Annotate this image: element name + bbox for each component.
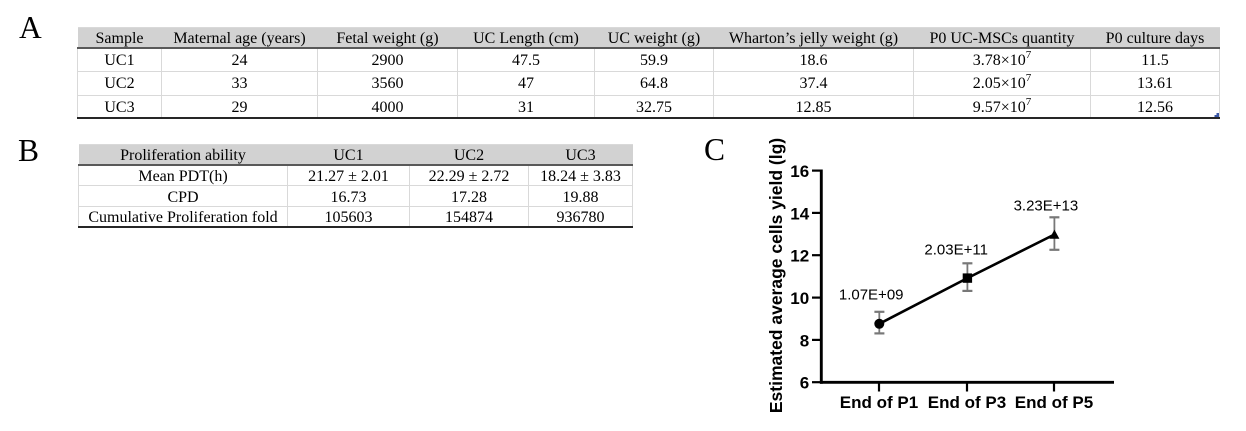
- svg-text:2.03E+11: 2.03E+11: [924, 241, 988, 258]
- svg-text:3.23E+13: 3.23E+13: [1014, 197, 1079, 214]
- svg-text:12: 12: [790, 247, 809, 266]
- svg-text:8: 8: [800, 331, 809, 350]
- svg-text:End of P3: End of P3: [928, 393, 1006, 412]
- svg-text:1.07E+09: 1.07E+09: [839, 287, 904, 304]
- svg-text:14: 14: [790, 204, 809, 223]
- svg-text:10: 10: [790, 289, 809, 308]
- svg-text:Estimated average cells yield: Estimated average cells yield (lg): [766, 138, 786, 413]
- svg-text:16: 16: [790, 162, 809, 181]
- svg-text:End of P1: End of P1: [840, 393, 918, 412]
- svg-text:6: 6: [800, 374, 809, 393]
- svg-text:End of P5: End of P5: [1015, 393, 1093, 412]
